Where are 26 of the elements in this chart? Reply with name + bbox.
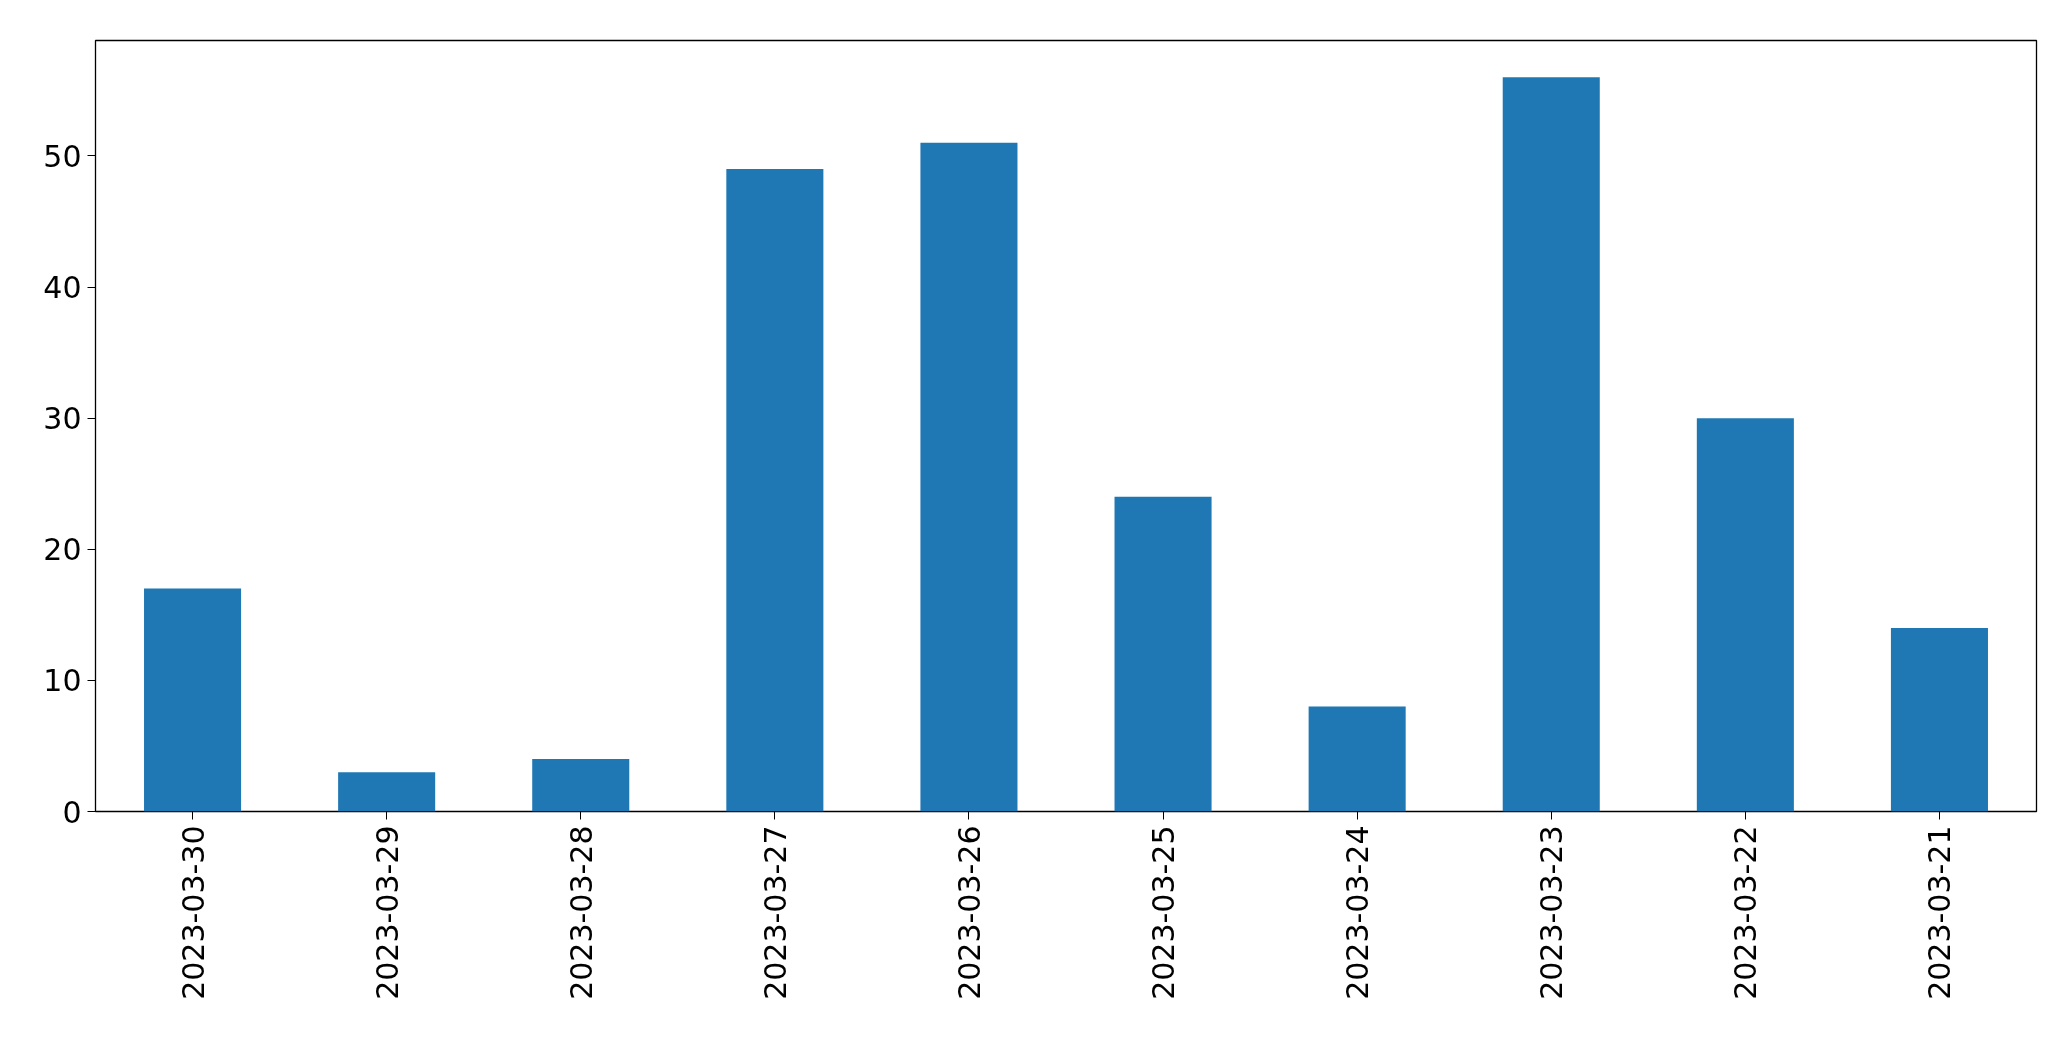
x-tick-label: 2023-03-27 [757,825,793,1000]
x-tick-label: 2023-03-30 [175,825,211,1000]
x-tick-label: 2023-03-25 [1146,825,1182,1000]
bar [726,169,824,812]
y-tick-label: 20 [43,532,82,568]
y-tick-label: 40 [43,270,82,306]
y-tick-label: 30 [43,401,82,437]
bar [920,142,1018,812]
bar [1114,496,1212,812]
bar [1502,77,1600,812]
bar [1308,706,1406,812]
bar [338,772,436,812]
x-tick-label: 2023-03-21 [1922,825,1958,1000]
y-tick-label: 0 [62,794,82,830]
x-tick-label: 2023-03-23 [1534,825,1570,1000]
bar [144,588,242,812]
x-tick-label: 2023-03-29 [369,825,405,1000]
bar [532,759,630,812]
x-tick-label: 2023-03-28 [563,825,599,1000]
x-tick-label: 2023-03-26 [951,825,987,1000]
y-tick-label: 10 [43,663,82,699]
x-tick-label: 2023-03-24 [1340,825,1376,1000]
x-tick-label: 2023-03-22 [1728,825,1764,1000]
bar [1696,418,1794,812]
y-tick-label: 50 [43,138,82,174]
bar [1890,627,1988,812]
